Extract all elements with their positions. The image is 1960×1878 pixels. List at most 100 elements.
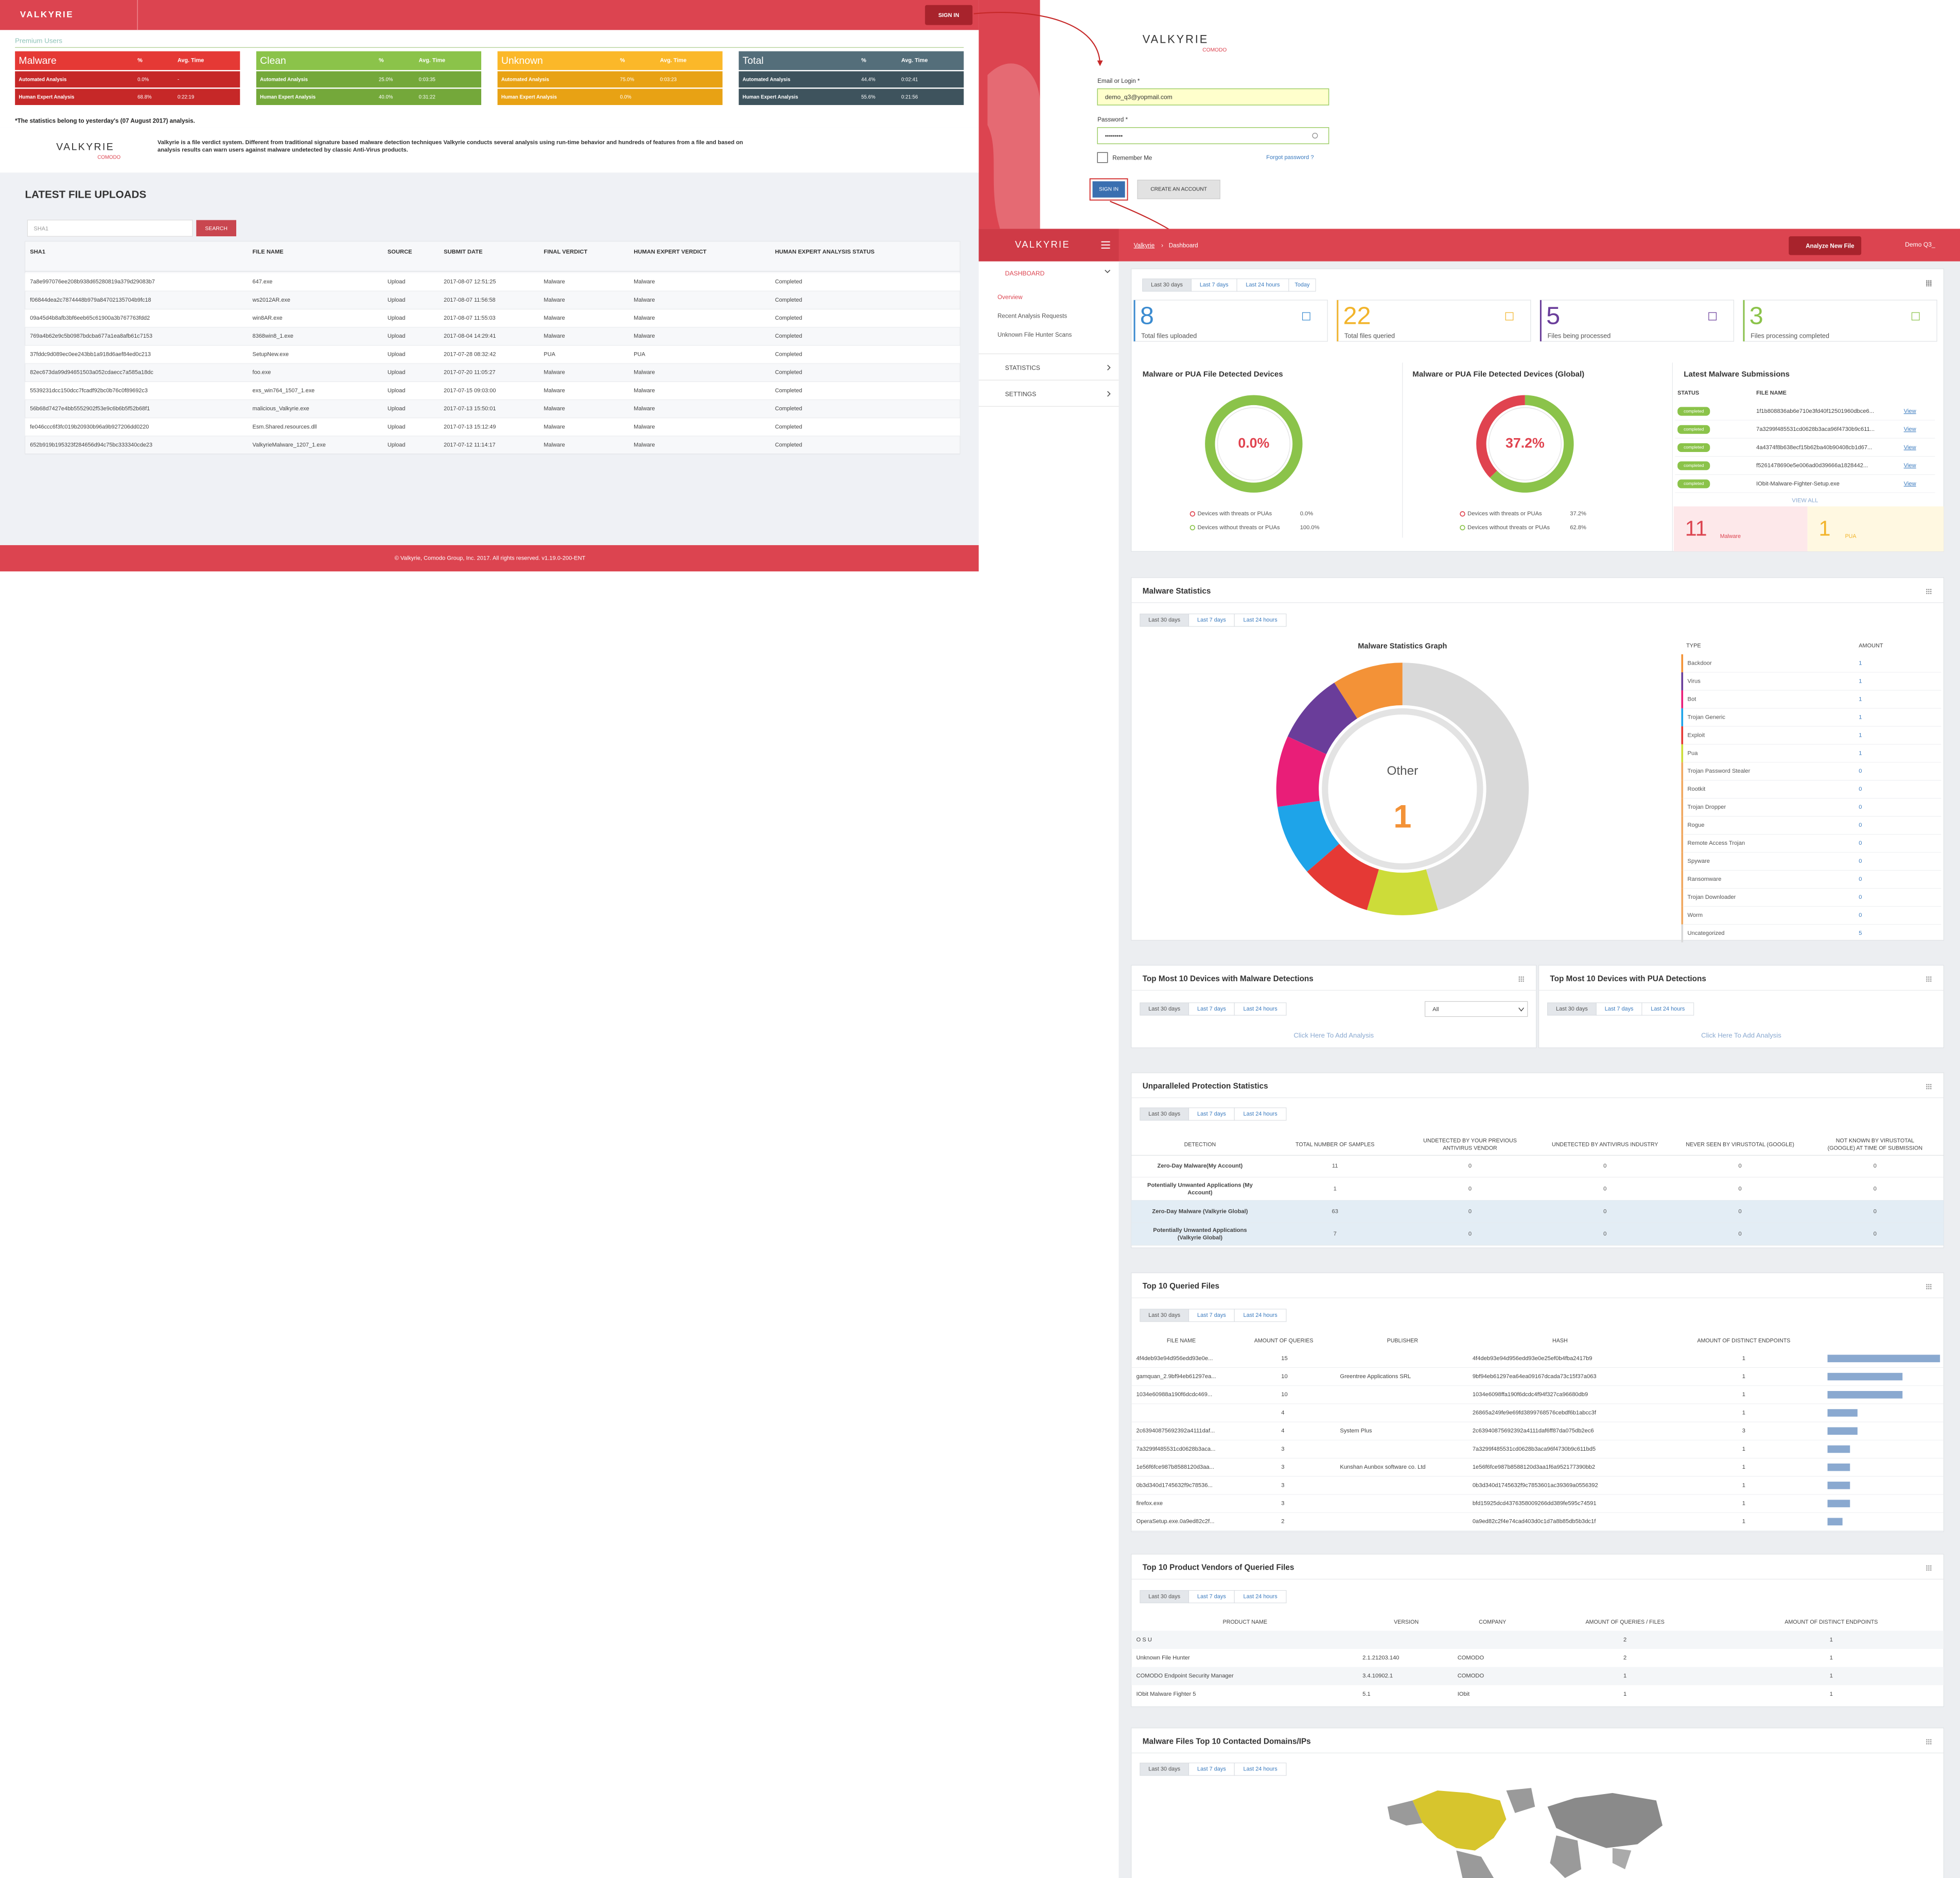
tab[interactable]: [1191, 279, 1237, 292]
tab-label[interactable]: Last 7 days: [1197, 1006, 1226, 1012]
panel-menu-icon[interactable]: [1926, 1284, 1928, 1285]
panel-menu-icon[interactable]: [1926, 1084, 1928, 1085]
remember-checkbox[interactable]: [1097, 152, 1108, 163]
filter-value[interactable]: All: [1432, 1006, 1439, 1013]
tab-label[interactable]: Today: [1294, 282, 1310, 288]
public-sign-in-button[interactable]: [925, 5, 973, 25]
legend-value: 0: [1859, 876, 1862, 882]
tab-label[interactable]: Last 24 hours: [1246, 282, 1280, 288]
forgot-link[interactable]: Forgot password ?: [1266, 154, 1314, 161]
tab-label[interactable]: Last 30 days: [1148, 1006, 1180, 1012]
tab[interactable]: [1142, 279, 1192, 292]
search-input[interactable]: [27, 219, 193, 237]
panel-menu-icon[interactable]: [1926, 976, 1928, 978]
analyze-button[interactable]: [1789, 236, 1862, 255]
panel-menu-icon[interactable]: [1926, 588, 1928, 590]
latest-view-link[interactable]: View: [1904, 444, 1917, 450]
tab-label[interactable]: Last 30 days: [1151, 282, 1183, 288]
tab-label[interactable]: Last 7 days: [1197, 1766, 1226, 1772]
tab-label[interactable]: Last 7 days: [1197, 1111, 1226, 1117]
email-value[interactable]: demo_q3@yopmail.com: [1105, 94, 1172, 101]
tab[interactable]: [1188, 1590, 1235, 1604]
menu-item[interactable]: Recent Analysis Requests: [997, 313, 1067, 320]
filter-select[interactable]: [1424, 1001, 1528, 1017]
latest-view-link[interactable]: View: [1904, 463, 1917, 469]
tab-label[interactable]: Last 30 days: [1148, 1312, 1180, 1318]
tab[interactable]: [1288, 279, 1316, 292]
create-account-button[interactable]: [1137, 180, 1220, 199]
tab-label[interactable]: Last 24 hours: [1244, 1766, 1278, 1772]
breadcrumb-link[interactable]: Valkyrie: [1134, 242, 1155, 249]
tab[interactable]: [1234, 614, 1287, 627]
password-value[interactable]: •••••••••: [1105, 133, 1123, 140]
menu-section[interactable]: DASHBOARD: [1005, 270, 1045, 277]
tab-label[interactable]: Last 7 days: [1197, 1593, 1226, 1599]
tab[interactable]: [1140, 1107, 1189, 1121]
panel-menu-icon[interactable]: [1926, 280, 1928, 282]
password-input[interactable]: [1097, 127, 1329, 145]
remember-label[interactable]: Remember Me: [1112, 154, 1152, 161]
panel-menu-icon[interactable]: [1926, 1739, 1928, 1741]
tab-label[interactable]: Last 24 hours: [1244, 1593, 1278, 1599]
analyze-label[interactable]: Analyze New File: [1806, 243, 1854, 250]
tab-label[interactable]: Last 7 days: [1200, 282, 1229, 288]
tab[interactable]: [1234, 1309, 1287, 1322]
legend-value: 1: [1859, 750, 1862, 756]
tab-label[interactable]: Last 24 hours: [1651, 1006, 1685, 1012]
tab[interactable]: [1188, 1107, 1235, 1121]
tab[interactable]: [1641, 1002, 1694, 1016]
tab[interactable]: [1140, 1309, 1189, 1322]
tab[interactable]: [1140, 1763, 1189, 1776]
login-sign-in-button[interactable]: [1092, 181, 1125, 198]
tab[interactable]: [1188, 1309, 1235, 1322]
public-sign-in-label[interactable]: SIGN IN: [938, 12, 959, 19]
tab-label[interactable]: Last 24 hours: [1244, 1111, 1278, 1117]
search-button[interactable]: [196, 220, 236, 237]
tab-label[interactable]: Last 7 days: [1605, 1006, 1634, 1012]
tab-label[interactable]: Last 7 days: [1197, 1312, 1226, 1318]
email-input[interactable]: [1097, 88, 1329, 106]
tab-label[interactable]: Last 24 hours: [1244, 617, 1278, 623]
tab[interactable]: [1140, 614, 1189, 627]
add-analysis-link[interactable]: Click Here To Add Analysis: [1293, 1032, 1374, 1039]
tab-label[interactable]: Last 24 hours: [1244, 1312, 1278, 1318]
latest-view-link[interactable]: View: [1904, 426, 1917, 432]
chevron[interactable]: [1105, 270, 1111, 273]
eye-icon[interactable]: [1312, 133, 1318, 138]
tab[interactable]: [1547, 1002, 1597, 1016]
search-button-label[interactable]: SEARCH: [205, 226, 227, 232]
chevron[interactable]: [1107, 391, 1111, 397]
tab[interactable]: [1188, 1002, 1235, 1016]
menu-item[interactable]: Unknown File Hunter Scans: [997, 332, 1072, 338]
view-all-link[interactable]: VIEW ALL: [1792, 498, 1818, 504]
status-badge: [1677, 461, 1710, 471]
menu-item[interactable]: Overview: [997, 294, 1023, 301]
login-sign-in-label[interactable]: SIGN IN: [1099, 187, 1118, 193]
latest-view-link[interactable]: View: [1904, 481, 1917, 487]
menu-section[interactable]: SETTINGS: [1005, 390, 1037, 397]
search-placeholder[interactable]: SHA1: [34, 225, 48, 232]
menu-icon[interactable]: [1101, 241, 1110, 242]
tab-label[interactable]: Last 30 days: [1148, 617, 1180, 623]
tab-label[interactable]: Last 30 days: [1556, 1006, 1588, 1012]
panel-menu-icon[interactable]: [1926, 1565, 1928, 1567]
tab[interactable]: [1234, 1763, 1287, 1776]
menu-section[interactable]: STATISTICS: [1005, 364, 1040, 371]
tab[interactable]: [1234, 1590, 1287, 1604]
tab-label[interactable]: Last 24 hours: [1244, 1006, 1278, 1012]
tab-label[interactable]: Last 30 days: [1148, 1766, 1180, 1772]
tab[interactable]: [1236, 279, 1289, 292]
tab-label[interactable]: Last 7 days: [1197, 617, 1226, 623]
tab-label[interactable]: Last 30 days: [1148, 1593, 1180, 1599]
tab[interactable]: [1234, 1107, 1287, 1121]
chevron[interactable]: [1107, 364, 1111, 371]
latest-view-link[interactable]: View: [1904, 408, 1917, 414]
add-analysis-link[interactable]: Click Here To Add Analysis: [1701, 1032, 1781, 1039]
user-menu[interactable]: Demo Q3_: [1905, 241, 1935, 248]
create-account-label[interactable]: CREATE AN ACCOUNT: [1150, 187, 1207, 193]
tab[interactable]: [1140, 1002, 1189, 1016]
tab[interactable]: [1234, 1002, 1287, 1016]
panel-menu-icon[interactable]: [1518, 976, 1520, 978]
tab-label[interactable]: Last 30 days: [1148, 1111, 1180, 1117]
tab[interactable]: [1188, 1763, 1235, 1776]
